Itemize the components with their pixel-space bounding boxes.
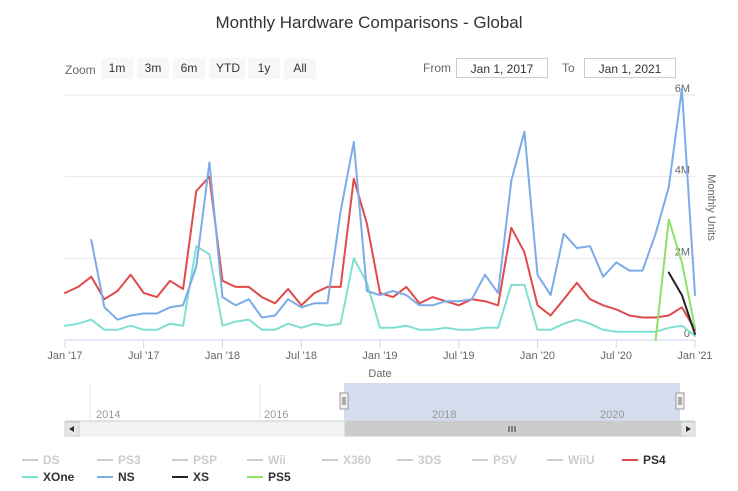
x-tick-label: Jul '17 bbox=[128, 350, 159, 362]
zoom-3m-button[interactable]: 3m bbox=[137, 58, 169, 79]
legend-label: XOne bbox=[43, 470, 75, 484]
x-tick-label: Jul '18 bbox=[286, 350, 317, 362]
zoom-6m-button[interactable]: 6m bbox=[173, 58, 205, 79]
navigator[interactable]: 2014 2016 2018 2020 bbox=[65, 383, 695, 422]
navigator-year-2014: 2014 bbox=[96, 409, 120, 421]
x-tick-label: Jul '20 bbox=[601, 350, 632, 362]
legend-label: PS3 bbox=[118, 453, 141, 467]
legend-label: Wii bbox=[268, 453, 286, 467]
navigator-right-handle[interactable] bbox=[675, 392, 685, 410]
legend-item-wiiu[interactable]: WiiU bbox=[547, 453, 595, 467]
from-label: From bbox=[423, 61, 451, 75]
scroll-right-arrow-icon bbox=[686, 426, 691, 432]
x-tick-label: Jan '17 bbox=[47, 350, 82, 362]
legend-label: PS4 bbox=[643, 453, 666, 467]
legend-item-ps5[interactable]: PS5 bbox=[247, 470, 291, 484]
navigator-year-2020: 2020 bbox=[600, 409, 624, 421]
zoom-1m-button[interactable]: 1m bbox=[101, 58, 133, 79]
legend-item-xs[interactable]: XS bbox=[172, 470, 209, 484]
legend-item-ds[interactable]: DS bbox=[22, 453, 60, 467]
navigator-selected-range[interactable] bbox=[344, 383, 680, 421]
legend-item-3ds[interactable]: 3DS bbox=[397, 453, 441, 467]
legend-item-psp[interactable]: PSP bbox=[172, 453, 217, 467]
navigator-year-2018: 2018 bbox=[432, 409, 456, 421]
series-line-xone bbox=[64, 245, 696, 337]
legend-label: WiiU bbox=[568, 453, 595, 467]
zoom-ytd-button[interactable]: YTD bbox=[209, 58, 245, 79]
legend-label: PSV bbox=[493, 453, 517, 467]
legend-item-ps3[interactable]: PS3 bbox=[97, 453, 141, 467]
navigator-year-2016: 2016 bbox=[264, 409, 288, 421]
legend-item-x360[interactable]: X360 bbox=[322, 453, 371, 467]
legend-item-psv[interactable]: PSV bbox=[472, 453, 517, 467]
legend-label: XS bbox=[193, 470, 209, 484]
legend-label: X360 bbox=[343, 453, 371, 467]
legend-label: PSP bbox=[193, 453, 217, 467]
from-date-input[interactable]: Jan 1, 2017 bbox=[456, 58, 548, 78]
chart-title: Monthly Hardware Comparisons - Global bbox=[215, 13, 523, 32]
legend-item-wii[interactable]: Wii bbox=[247, 453, 286, 467]
legend-item-ps4[interactable]: PS4 bbox=[622, 453, 666, 467]
series-line-xs bbox=[667, 271, 696, 335]
legend-label: 3DS bbox=[418, 453, 441, 467]
series-line-ps4 bbox=[64, 175, 696, 331]
y-tick-label: 0 bbox=[684, 328, 690, 340]
y-tick-label: 2M bbox=[675, 246, 690, 258]
x-tick-label: Jan '19 bbox=[362, 350, 397, 362]
legend-item-ns[interactable]: NS bbox=[97, 470, 135, 484]
zoom-all-button[interactable]: All bbox=[284, 58, 316, 79]
x-tick-label: Jan '20 bbox=[520, 350, 555, 362]
to-label: To bbox=[562, 61, 575, 75]
scrollbar-grip-icon bbox=[508, 426, 516, 432]
legend: DS PS3 PSP Wii X360 3DS PSV WiiU PS4 XOne NS XS PS5 bbox=[22, 453, 666, 484]
series-line-ns bbox=[90, 87, 696, 321]
to-date-input[interactable]: Jan 1, 2021 bbox=[584, 58, 676, 78]
legend-label: NS bbox=[118, 470, 135, 484]
scroll-left-arrow-icon bbox=[69, 426, 74, 432]
zoom-label: Zoom bbox=[65, 63, 96, 77]
x-tick-label: Jul '19 bbox=[443, 350, 474, 362]
series-line-ps5 bbox=[654, 218, 696, 341]
zoom-1y-button[interactable]: 1y bbox=[248, 58, 280, 79]
scrollbar[interactable] bbox=[64, 421, 696, 437]
x-tick-label: Jan '18 bbox=[205, 350, 240, 362]
x-tick-label: Jan '21 bbox=[677, 350, 712, 362]
legend-label: PS5 bbox=[268, 470, 291, 484]
legend-label: DS bbox=[43, 453, 60, 467]
legend-item-xone[interactable]: XOne bbox=[22, 470, 75, 484]
navigator-left-handle[interactable] bbox=[339, 392, 349, 410]
x-axis-title: Date bbox=[368, 368, 391, 380]
y-axis-title: Monthly Units bbox=[705, 174, 717, 241]
